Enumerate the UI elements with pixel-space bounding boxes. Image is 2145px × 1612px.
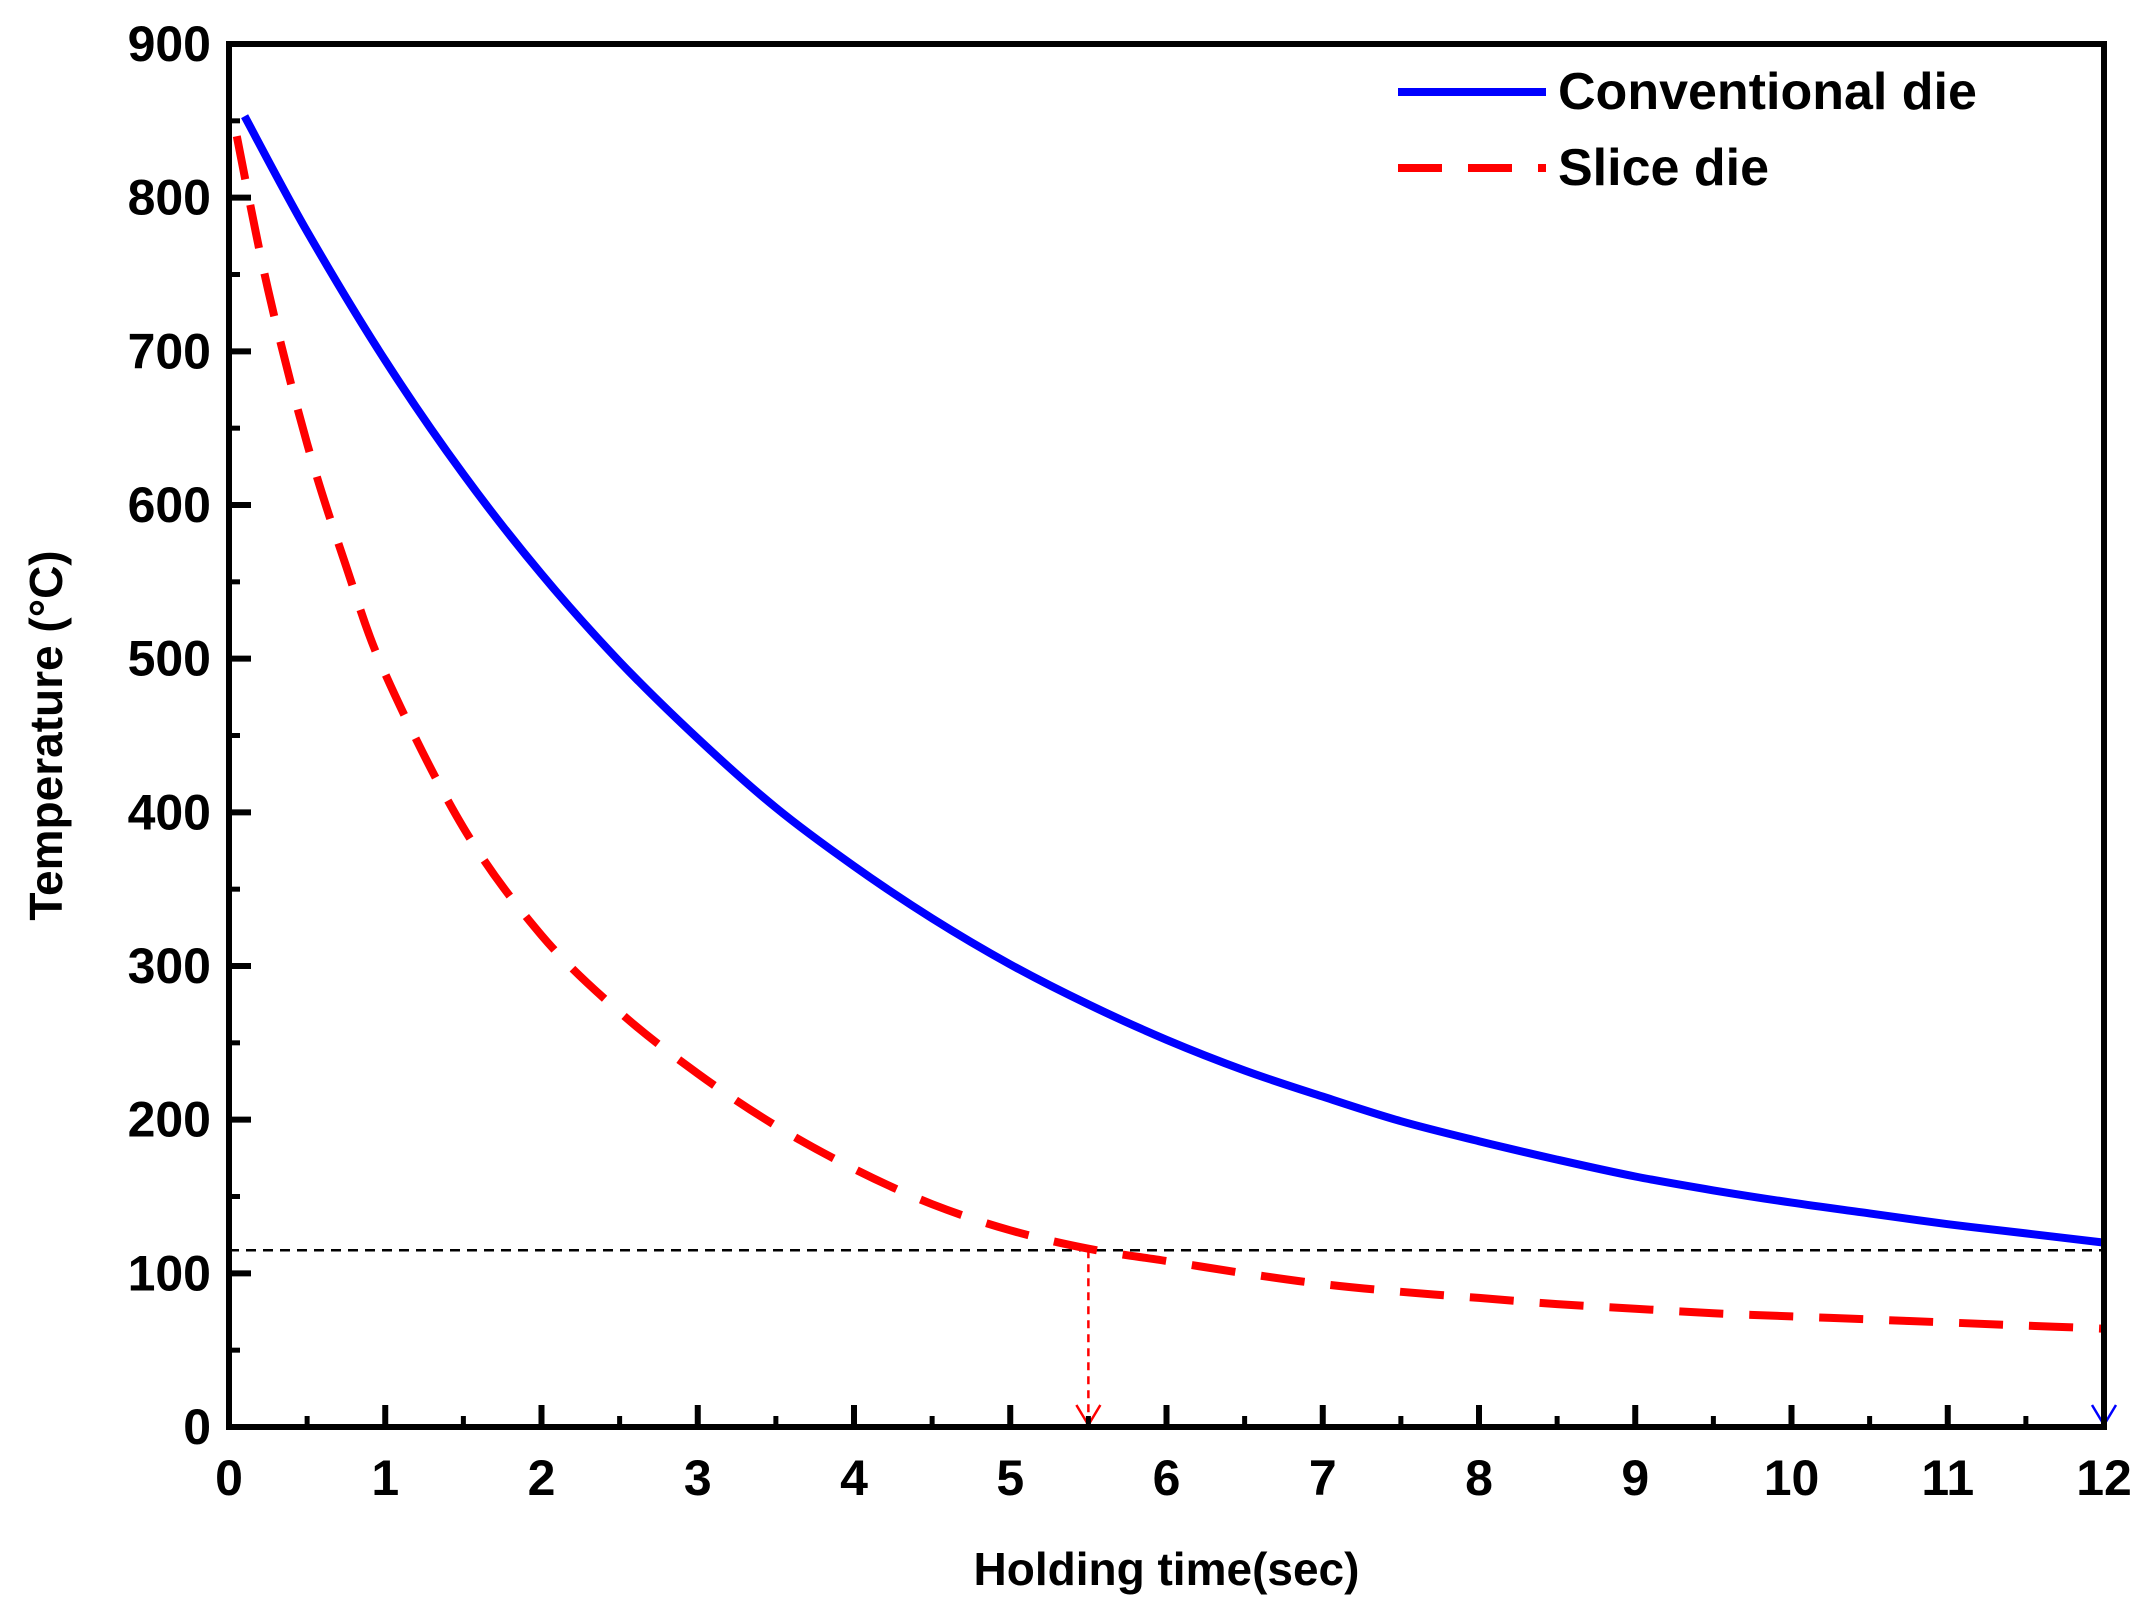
x-tick-label: 10 bbox=[1764, 1450, 1820, 1506]
axis-ticks bbox=[226, 41, 2107, 1430]
x-tick-label: 11 bbox=[1921, 1450, 1974, 1506]
y-axis-label: Temperature (°C) bbox=[20, 550, 72, 920]
y-tick-label: 800 bbox=[128, 170, 211, 226]
annotation-arrows bbox=[229, 1249, 2118, 1428]
y-tick-label: 200 bbox=[128, 1092, 211, 1148]
y-tick-label: 0 bbox=[183, 1399, 211, 1455]
legend: Conventional die Slice die bbox=[1398, 63, 1977, 197]
y-tick-label: 100 bbox=[128, 1245, 211, 1301]
x-tick-label: 1 bbox=[371, 1450, 399, 1506]
y-tick-label: 900 bbox=[128, 16, 211, 72]
axes bbox=[226, 41, 2107, 1430]
x-tick-label: 6 bbox=[1153, 1450, 1181, 1506]
tick-labels: 0 1 2 3 4 5 6 7 8 9 10 11 12010020030040050060070080… bbox=[128, 16, 2132, 1506]
x-tick-label: 8 bbox=[1465, 1450, 1493, 1506]
legend-label: Slice die bbox=[1558, 139, 1769, 197]
conventional-die-line bbox=[241, 114, 2105, 1247]
x-tick-label: 9 bbox=[1621, 1450, 1649, 1506]
x-tick-label: 2 bbox=[528, 1450, 556, 1506]
slice-die-line bbox=[232, 135, 2105, 1333]
x-tick-label: 0 bbox=[215, 1450, 243, 1506]
y-tick-label: 300 bbox=[128, 938, 211, 994]
x-tick-label: 4 bbox=[840, 1450, 868, 1506]
x-tick-label: 12 bbox=[2076, 1450, 2132, 1506]
legend-label: Conventional die bbox=[1558, 63, 1977, 121]
y-tick-label: 400 bbox=[128, 784, 211, 840]
y-tick-label: 700 bbox=[128, 323, 211, 379]
x-tick-label: 3 bbox=[684, 1450, 712, 1506]
y-tick-label: 500 bbox=[128, 631, 211, 687]
y-tick-label: 600 bbox=[128, 477, 211, 533]
x-axis-label: Holding time(sec) bbox=[974, 1543, 1360, 1595]
plot-frame bbox=[226, 41, 2107, 1430]
series-lines bbox=[232, 114, 2105, 1333]
x-tick-label: 7 bbox=[1309, 1450, 1337, 1506]
x-tick-label: 5 bbox=[996, 1450, 1024, 1506]
